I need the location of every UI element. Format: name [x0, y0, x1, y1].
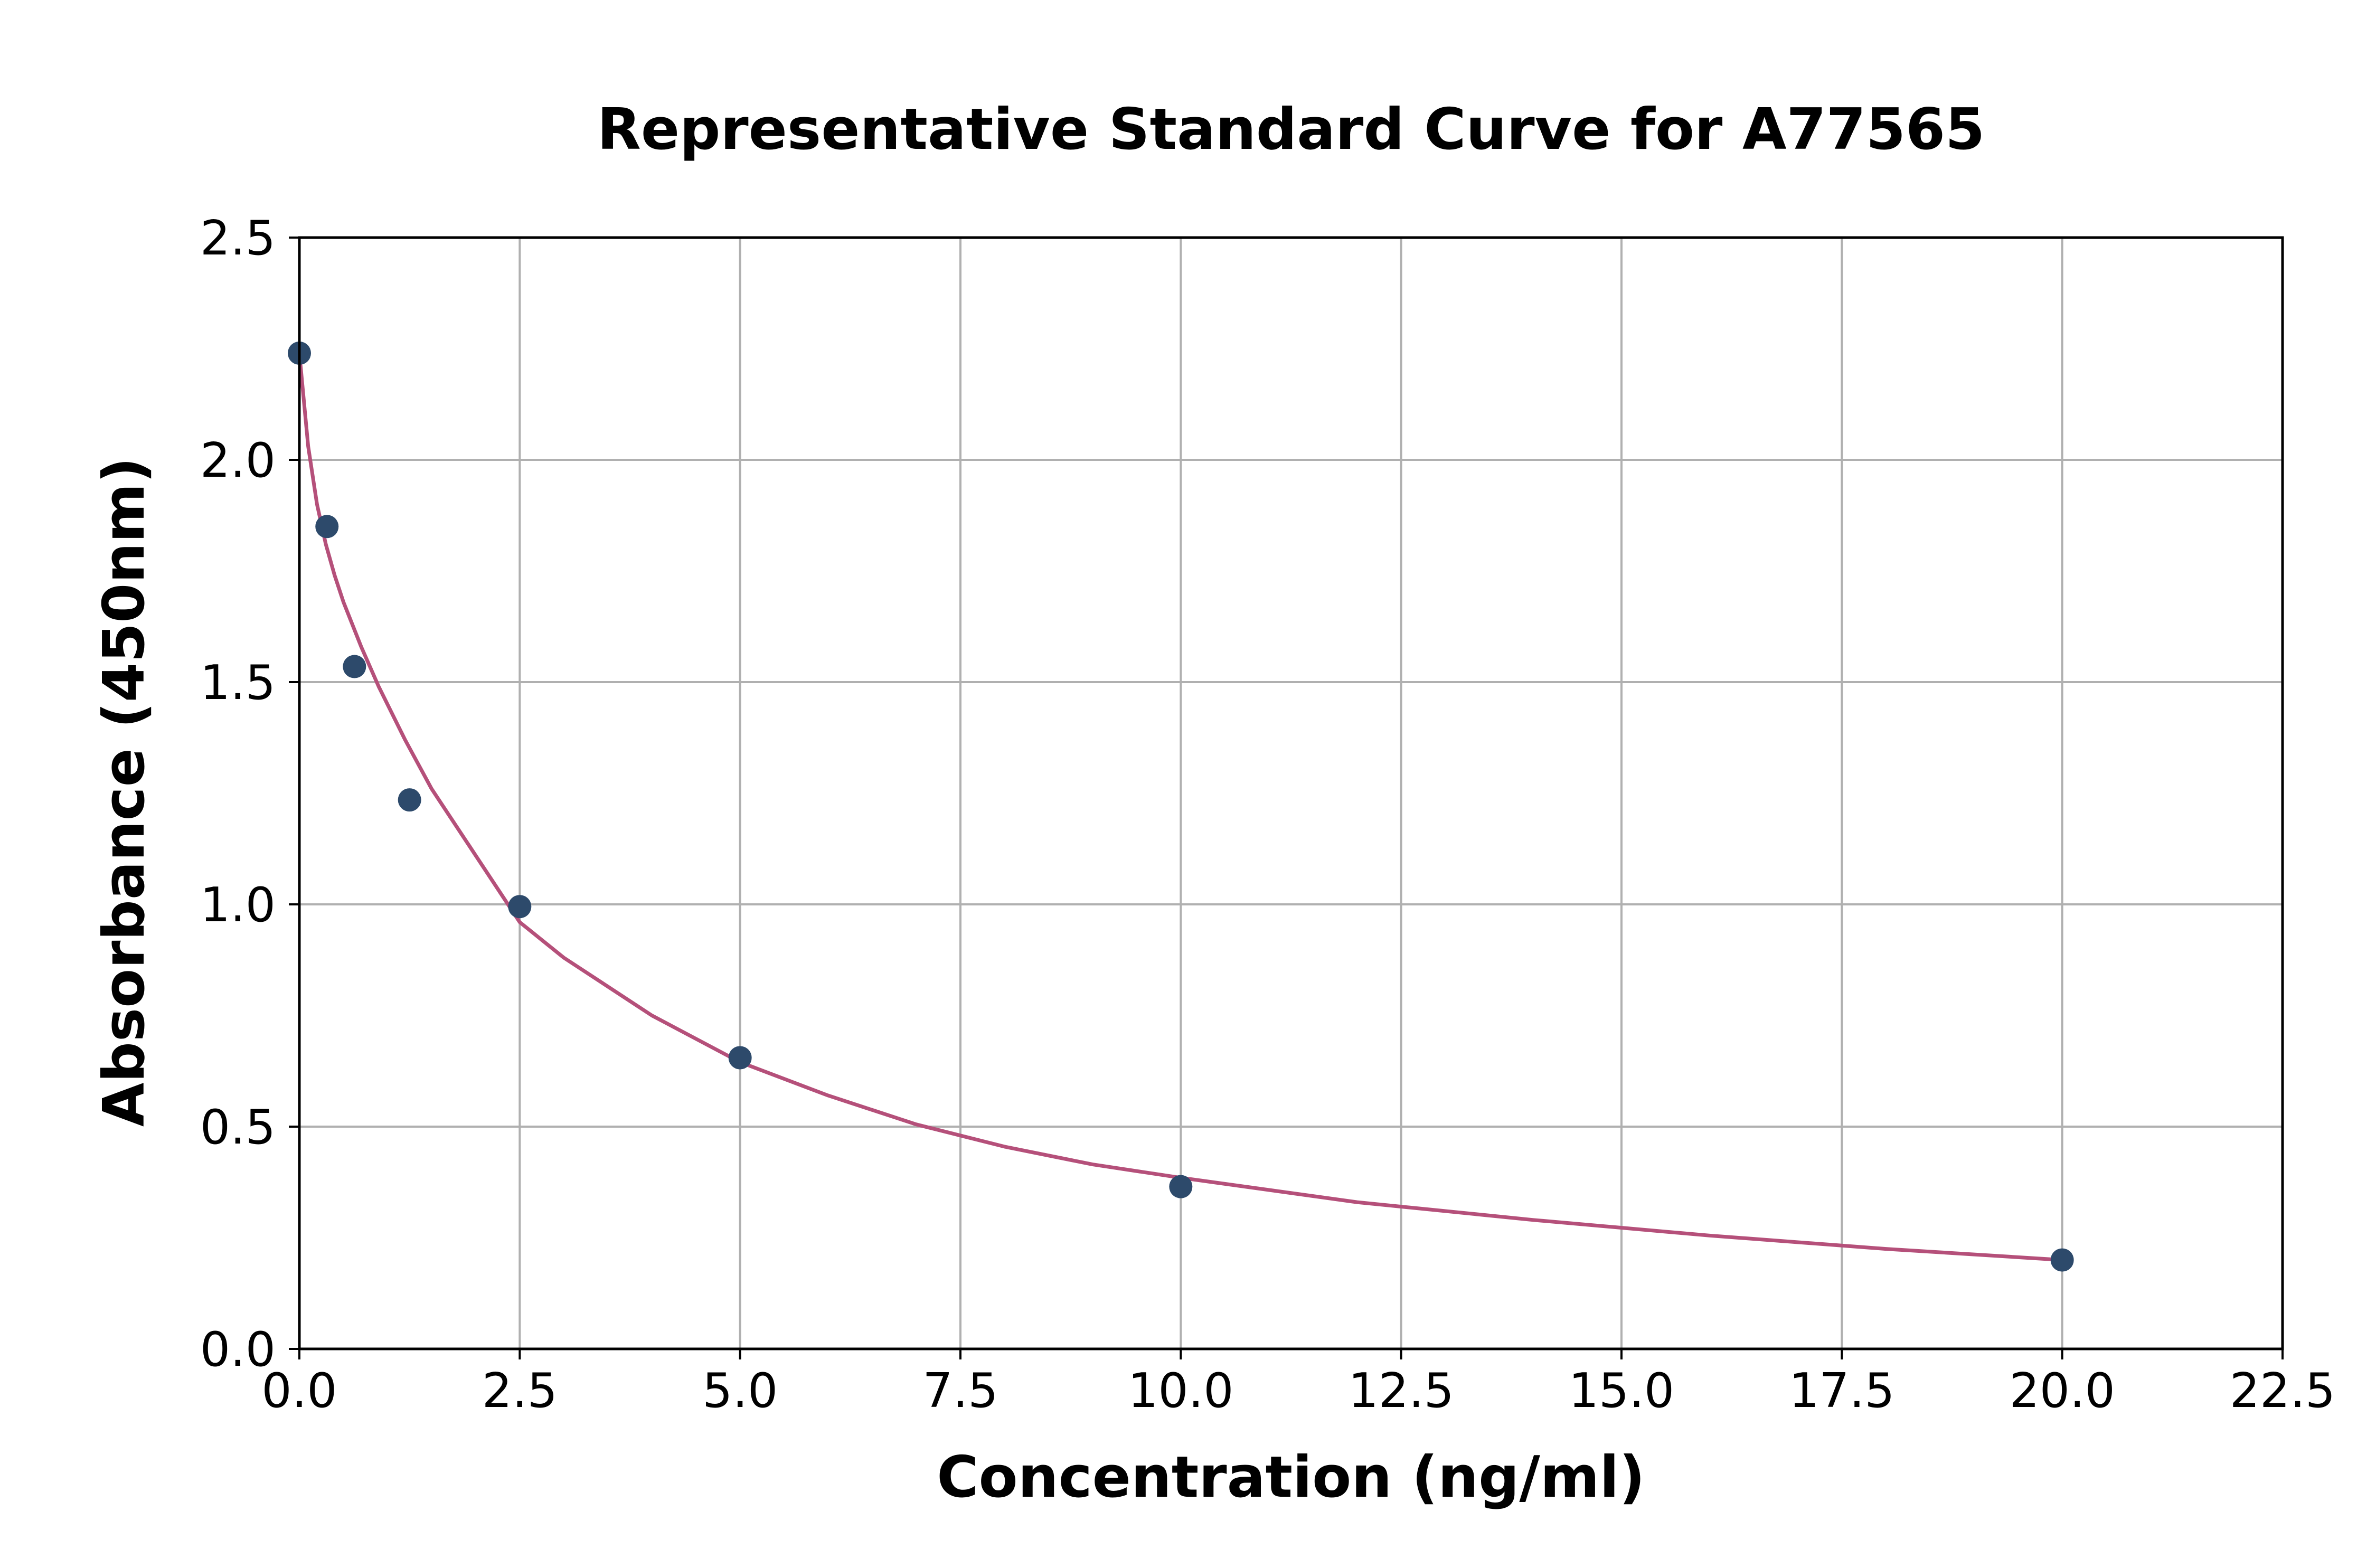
data-point: [1169, 1175, 1193, 1198]
y-tick-label: 1.0: [200, 877, 276, 933]
y-tick-label: 2.0: [200, 433, 276, 488]
x-tick-label: 15.0: [1569, 1363, 1674, 1419]
data-point: [343, 655, 366, 678]
x-tick-label: 22.5: [2230, 1363, 2335, 1419]
data-point: [508, 895, 532, 919]
y-tick-label: 2.5: [200, 211, 276, 266]
x-tick-label: 10.0: [1128, 1363, 1233, 1419]
fit-curve-layer: [297, 351, 2064, 1262]
x-tick-label: 20.0: [2009, 1363, 2115, 1419]
y-axis-ticks: 0.0 0.5 1.0 1.5 2.0 2.5: [200, 211, 299, 1377]
data-point: [728, 1046, 752, 1070]
fit-curve-line: [297, 351, 2064, 1262]
y-tick-label: 0.0: [200, 1322, 276, 1377]
data-point: [398, 788, 421, 812]
x-tick-label: 5.0: [702, 1363, 778, 1419]
x-axis-label: Concentration (ng/ml): [937, 1444, 1645, 1510]
x-axis-ticks: 0.0 2.5 5.0 7.5 10.0 12.5 15.0 17.5 20.0 22.5: [261, 1349, 2335, 1419]
chart-title: Representative Standard Curve for A77565: [597, 97, 1985, 163]
data-point: [315, 515, 339, 539]
data-points-layer: [288, 341, 2074, 1272]
y-axis-label: Absorbance (450nm): [91, 457, 157, 1127]
data-point: [2050, 1248, 2074, 1272]
y-tick-label: 1.5: [200, 655, 276, 711]
plot-frame: [298, 236, 2284, 1350]
x-tick-label: 17.5: [1789, 1363, 1894, 1419]
x-tick-label: 7.5: [922, 1363, 998, 1419]
x-tick-label: 0.0: [261, 1363, 337, 1419]
x-tick-label: 12.5: [1348, 1363, 1454, 1419]
y-tick-label: 0.5: [200, 1100, 276, 1155]
x-tick-label: 2.5: [482, 1363, 558, 1419]
